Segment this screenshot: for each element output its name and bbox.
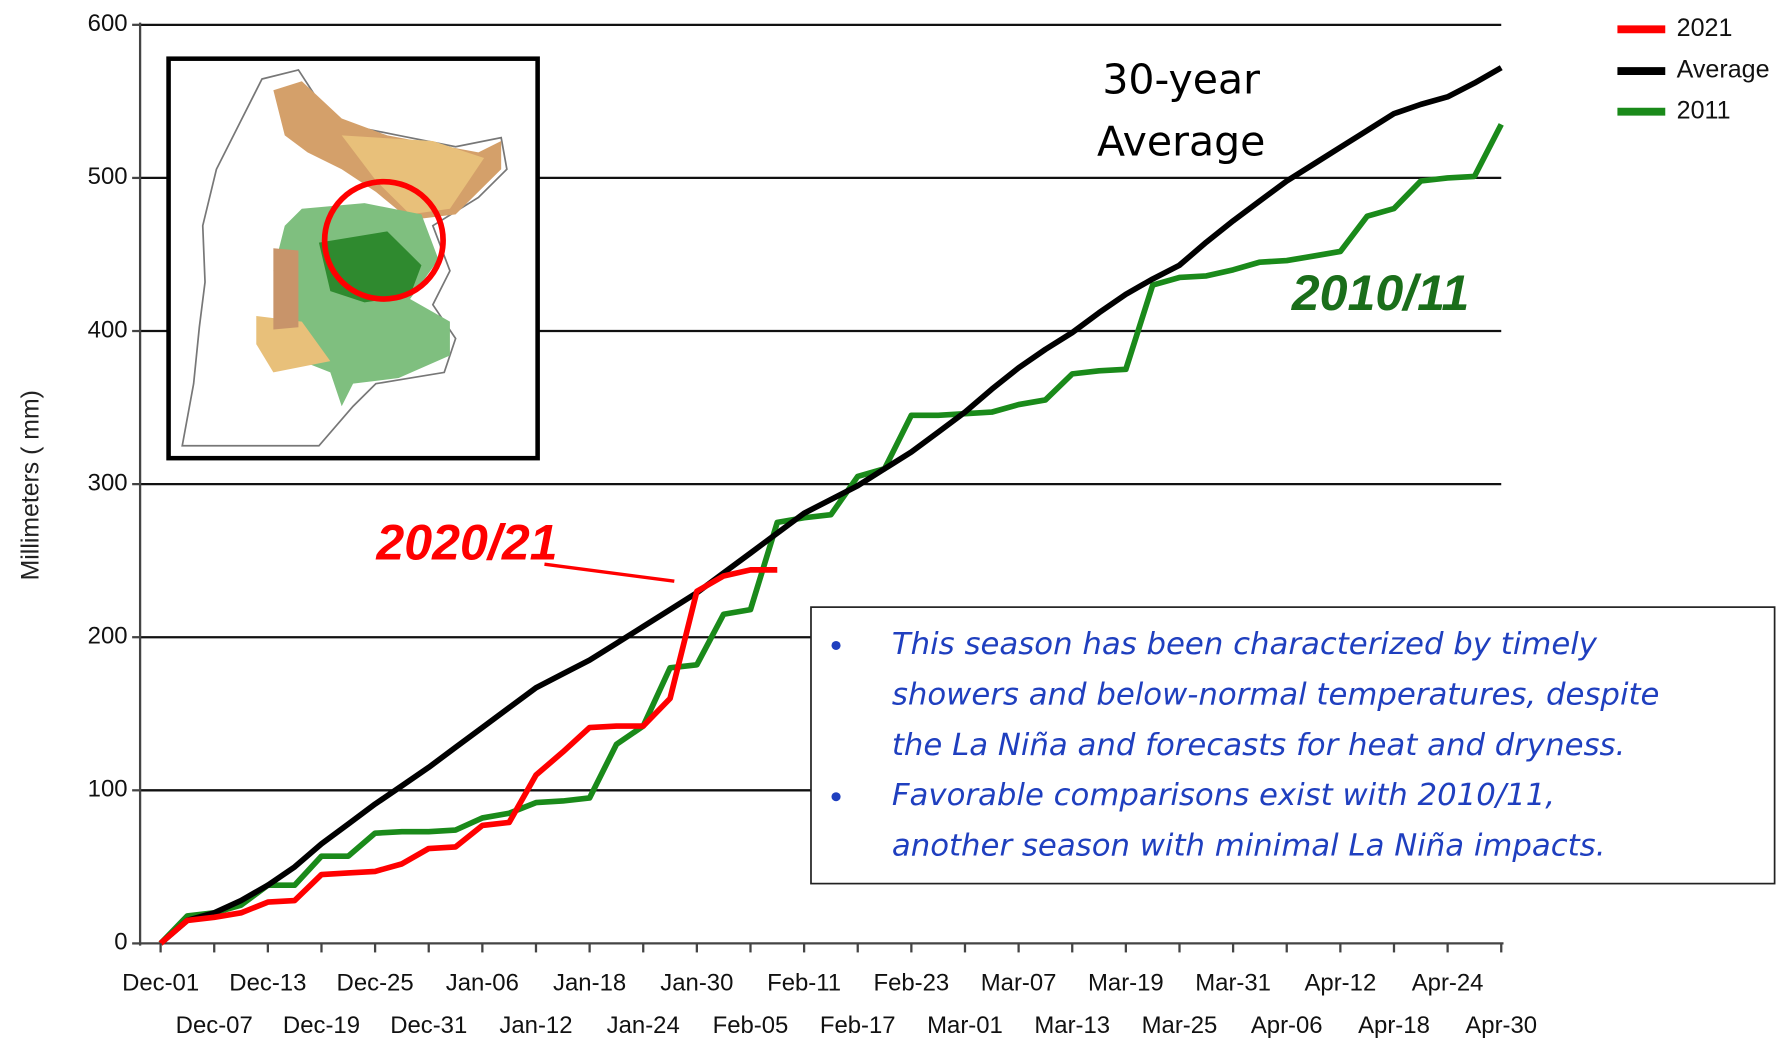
annotation: 30-year xyxy=(1102,56,1260,104)
x-tick-label: Dec-13 xyxy=(229,969,306,996)
x-tick-label: Jan-24 xyxy=(607,1012,680,1039)
x-tick-label: Mar-01 xyxy=(927,1012,1003,1039)
y-tick-label: 400 xyxy=(88,316,128,343)
y-tick-label: 600 xyxy=(88,10,128,37)
series-line xyxy=(158,123,1504,946)
pointer-line xyxy=(544,562,675,583)
series-line xyxy=(158,65,1503,946)
x-tick-label: Mar-13 xyxy=(1034,1012,1110,1039)
annotation: Average xyxy=(1097,118,1265,166)
x-tick-label: Feb-17 xyxy=(820,1012,896,1039)
legend-label: Average xyxy=(1677,56,1770,84)
note-text: the La Niña and forecasts for heat and d… xyxy=(892,728,1625,763)
note-text: Favorable comparisons exist with 2010/11… xyxy=(892,778,1555,813)
x-tick-label: Feb-05 xyxy=(713,1012,789,1039)
inset-map xyxy=(166,56,540,461)
y-tick-label: 200 xyxy=(88,623,128,650)
y-tick-label: 500 xyxy=(88,163,128,190)
note-text: showers and below-normal temperatures, d… xyxy=(892,678,1660,713)
y-tick-label: 0 xyxy=(114,929,127,956)
annotation: 2020/21 xyxy=(375,515,557,571)
x-tick-label: Jan-12 xyxy=(499,1012,572,1039)
annotation: 2010/11 xyxy=(1291,265,1469,321)
note-text: This season has been characterized by ti… xyxy=(892,627,1598,662)
y-tick-label: 100 xyxy=(88,776,128,803)
y-tick-label: 300 xyxy=(88,469,128,496)
x-tick-label: Dec-07 xyxy=(176,1012,253,1039)
x-tick-label: Apr-30 xyxy=(1465,1012,1537,1039)
x-tick-label: Dec-19 xyxy=(283,1012,360,1039)
x-tick-label: Apr-24 xyxy=(1412,969,1484,996)
bullet xyxy=(831,792,841,802)
x-tick-label: Jan-18 xyxy=(553,969,626,996)
x-tick-label: Mar-19 xyxy=(1088,969,1164,996)
x-tick-label: Apr-18 xyxy=(1358,1012,1430,1039)
legend-label: 2021 xyxy=(1677,14,1733,42)
legend-label: 2011 xyxy=(1677,96,1731,124)
x-tick-label: Apr-12 xyxy=(1304,969,1376,996)
x-tick-label: Dec-31 xyxy=(390,1012,467,1039)
note-box xyxy=(810,606,1776,885)
x-tick-label: Apr-06 xyxy=(1251,1012,1323,1039)
note-text: another season with minimal La Niña impa… xyxy=(892,829,1606,864)
bullet xyxy=(831,640,841,651)
x-tick-label: Mar-25 xyxy=(1142,1012,1218,1039)
x-tick-label: Dec-01 xyxy=(122,969,199,996)
x-tick-label: Jan-30 xyxy=(660,969,733,996)
x-tick-label: Mar-07 xyxy=(981,969,1057,996)
x-tick-label: Jan-06 xyxy=(446,969,519,996)
x-tick-label: Feb-11 xyxy=(767,969,841,996)
x-tick-label: Mar-31 xyxy=(1195,969,1271,996)
y-axis-label: Millimeters ( mm) xyxy=(16,390,44,580)
x-tick-label: Feb-23 xyxy=(873,969,949,996)
series-line xyxy=(158,567,778,946)
x-tick-label: Dec-25 xyxy=(337,969,414,996)
